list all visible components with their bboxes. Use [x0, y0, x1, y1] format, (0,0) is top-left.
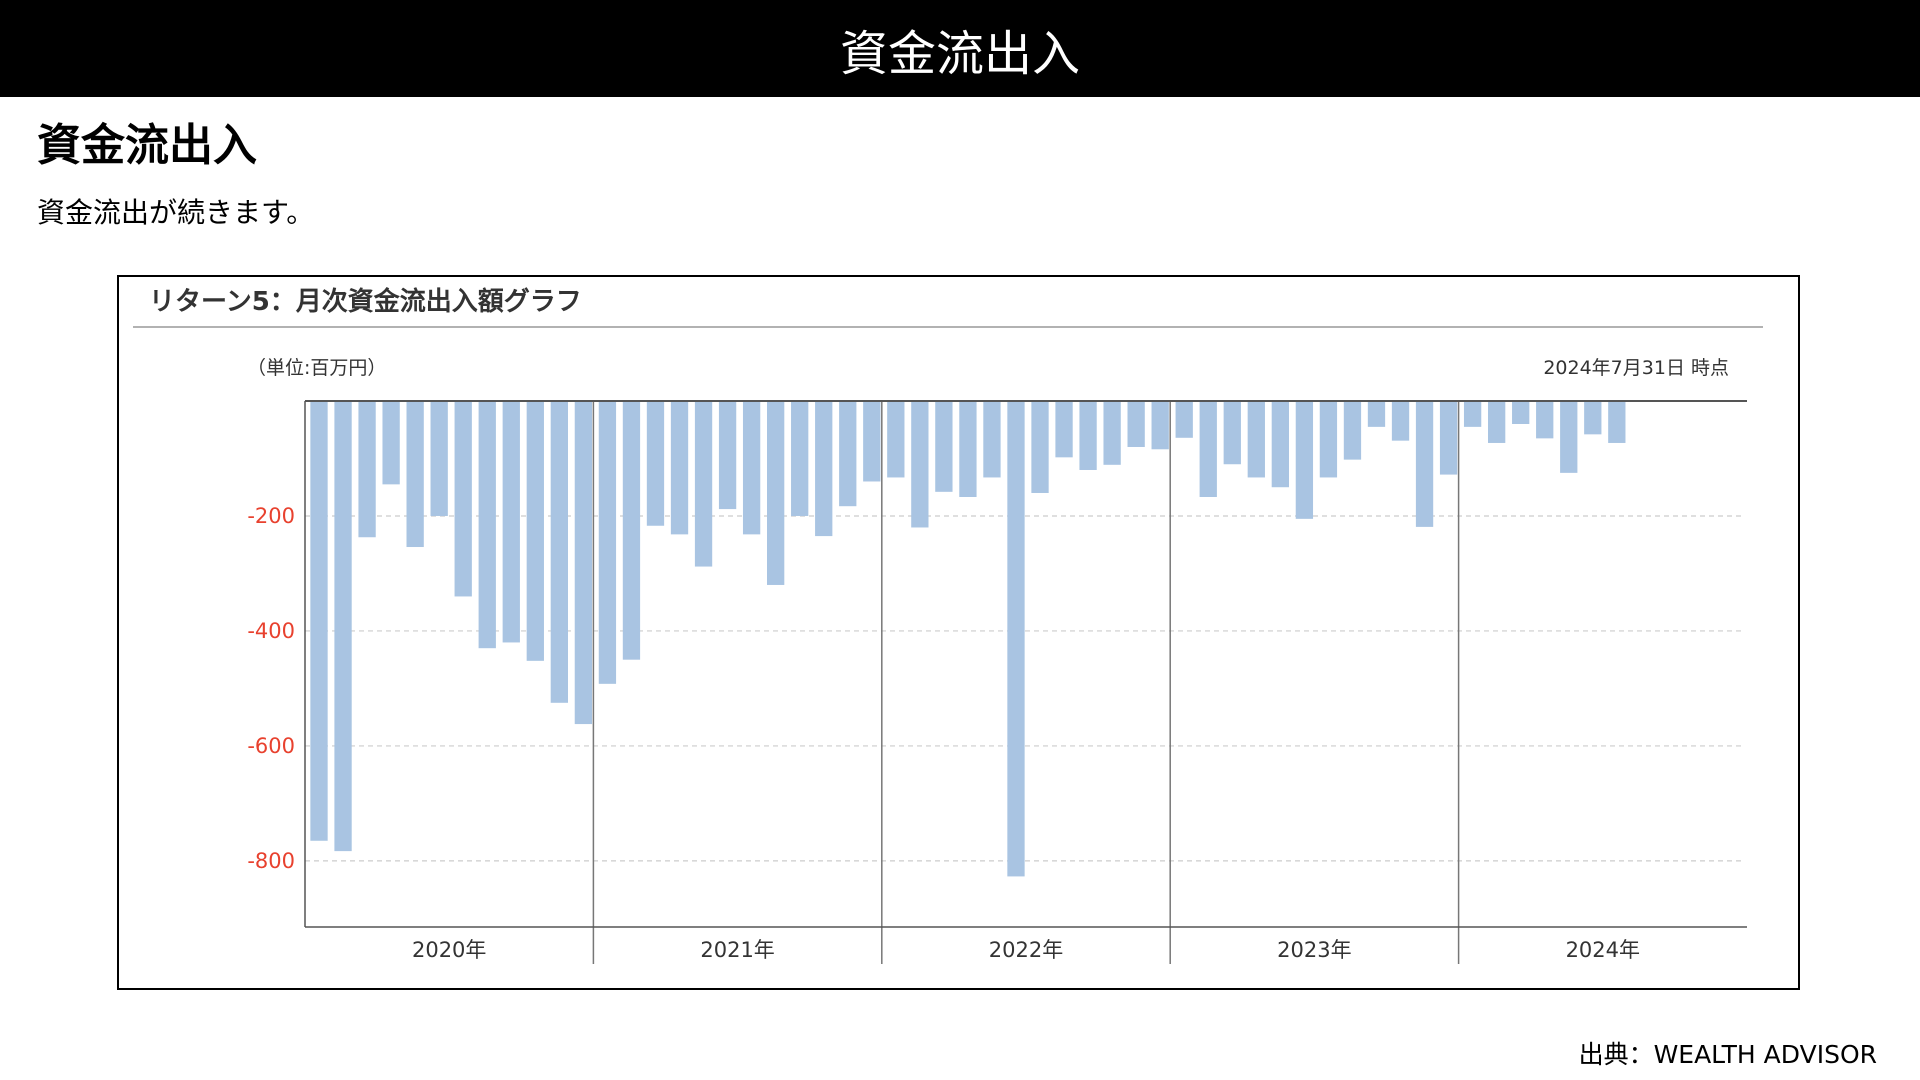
section-subtext: 資金流出が続きます。: [37, 196, 315, 229]
bar: [863, 401, 881, 482]
bar: [1487, 401, 1506, 443]
bar: [1199, 401, 1217, 498]
bar: [646, 401, 665, 526]
bar: [478, 401, 496, 649]
bar: [887, 401, 905, 478]
y-tick-label: -800: [247, 849, 295, 873]
bar: [1536, 401, 1554, 439]
bar: [839, 401, 857, 507]
bar: [382, 401, 400, 485]
bar: [1367, 401, 1386, 427]
chart-title: リターン5：月次資金流出入額グラフ: [149, 286, 582, 317]
bar: [334, 401, 352, 852]
y-tick-label: -200: [247, 504, 295, 528]
bar: [718, 401, 737, 510]
source-credit: 出典：WEALTH ADVISOR: [1578, 1040, 1877, 1069]
bar: [1463, 401, 1482, 427]
bar: [1512, 401, 1530, 424]
bar: [310, 401, 328, 841]
bar: [1343, 401, 1362, 460]
plot-area: -200 -400 -600 -800 2020年 2021年 2022年 2023年 2024…: [247, 400, 1747, 964]
fund-flow-chart: リターン5：月次資金流出入額グラフ （単位:百万円） 2024年7月31日 時点…: [133, 286, 1763, 964]
x-category-label: 2023年: [1277, 938, 1351, 962]
bar: [1007, 401, 1025, 877]
bar: [1608, 401, 1626, 443]
section-heading: 資金流出入: [37, 120, 257, 171]
bar: [1055, 401, 1073, 458]
bar: [1103, 401, 1121, 465]
chart-panel: リターン5：月次資金流出入額グラフ （単位:百万円） 2024年7月31日 時点…: [117, 275, 1800, 990]
bar: [1223, 401, 1241, 465]
x-category-label: 2024年: [1566, 938, 1640, 962]
bar: [1560, 401, 1578, 473]
bar: [502, 401, 520, 643]
bar: [358, 401, 376, 538]
y-tick-label: -600: [247, 734, 295, 758]
bar: [550, 401, 569, 703]
bar: [791, 401, 809, 516]
x-category-label: 2021年: [700, 938, 774, 962]
bar: [622, 401, 641, 660]
bar: [815, 401, 833, 537]
bar: [1319, 401, 1338, 478]
bar: [911, 401, 929, 528]
bar: [670, 401, 689, 535]
unit-label: （単位:百万円）: [247, 357, 386, 379]
bar: [694, 401, 713, 567]
bar: [1175, 401, 1193, 438]
bar: [766, 401, 785, 585]
bar: [406, 401, 424, 548]
x-category-label: 2020年: [412, 938, 486, 962]
bar: [1295, 401, 1314, 519]
bar: [742, 401, 761, 535]
bar: [1079, 401, 1097, 470]
bar: [454, 401, 472, 597]
bar: [1127, 401, 1145, 447]
y-tick-label: -400: [247, 619, 295, 643]
bar: [1031, 401, 1049, 493]
bar: [1415, 401, 1434, 527]
bar: [1439, 401, 1458, 475]
header-title: 資金流出入: [839, 25, 1080, 82]
asof-label: 2024年7月31日 時点: [1543, 357, 1729, 379]
bar: [959, 401, 977, 498]
bar: [574, 401, 593, 725]
bar: [1247, 401, 1265, 478]
bar: [430, 401, 448, 516]
header-bar: 資金流出入: [0, 0, 1920, 97]
bar: [526, 401, 544, 661]
bar: [935, 401, 953, 492]
bar: [598, 401, 617, 684]
bar: [1584, 401, 1602, 435]
bar: [983, 401, 1001, 478]
x-category-label: 2022年: [989, 938, 1063, 962]
bar: [1391, 401, 1410, 441]
bar: [1271, 401, 1290, 488]
bar: [1151, 401, 1169, 450]
